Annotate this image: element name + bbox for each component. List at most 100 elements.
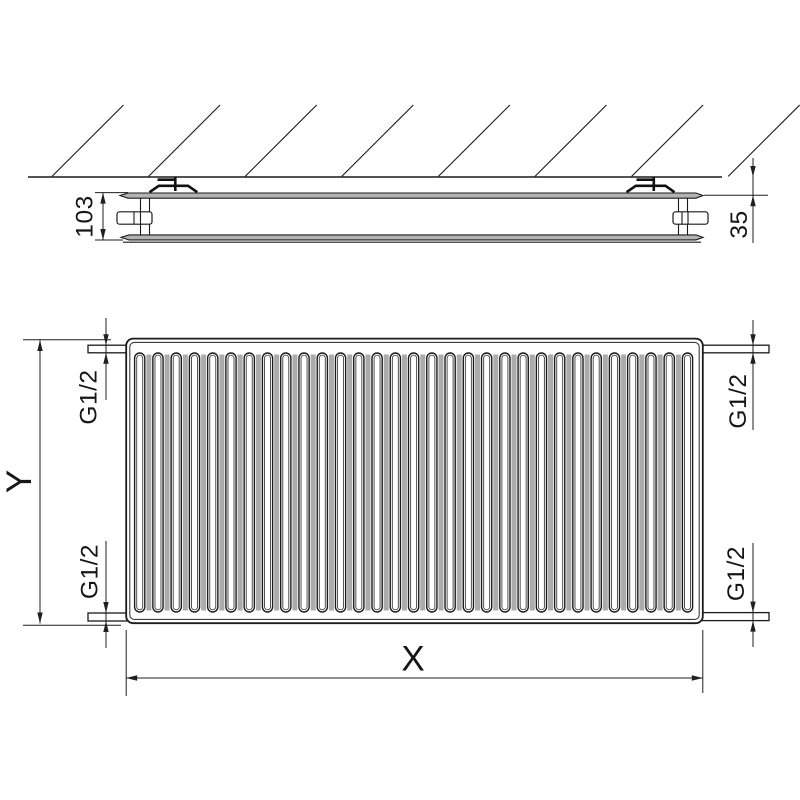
arrow-left bbox=[126, 675, 138, 681]
rib-inner-line bbox=[483, 354, 491, 611]
rib-gap-shading bbox=[584, 354, 590, 611]
mounting-bracket-right bbox=[625, 177, 676, 194]
rib-gap-shading bbox=[548, 354, 554, 611]
rib bbox=[389, 352, 402, 613]
rib-inner-line bbox=[665, 354, 673, 611]
arrow-right bbox=[691, 675, 703, 681]
rib bbox=[133, 352, 146, 613]
rib-inner-line bbox=[318, 354, 326, 611]
rib-inner-line bbox=[501, 354, 509, 611]
rib-inner-line bbox=[172, 354, 180, 611]
arrow-down bbox=[750, 166, 756, 177]
rib-inner-line bbox=[610, 354, 618, 611]
dimension-connection-top-right: G1/2 bbox=[725, 320, 756, 430]
rib-inner-line bbox=[556, 354, 564, 611]
rib bbox=[681, 352, 694, 613]
rib bbox=[553, 352, 566, 613]
rib-inner-line bbox=[300, 354, 308, 611]
hatch-line bbox=[51, 104, 124, 177]
connection-label-top-right: G1/2 bbox=[725, 373, 752, 428]
rib bbox=[572, 352, 584, 613]
rib-gap-shading bbox=[164, 354, 170, 611]
rib bbox=[371, 352, 383, 613]
rib-gap-shading bbox=[493, 354, 499, 611]
arrow-up bbox=[37, 340, 43, 351]
rib-gap-shading bbox=[182, 354, 188, 611]
rib bbox=[188, 352, 201, 613]
connection-boss-right bbox=[672, 211, 709, 225]
front-view: Y X G1/2 G1/2 bbox=[0, 318, 770, 696]
rib-inner-line bbox=[428, 354, 436, 611]
rib-gap-shading bbox=[566, 354, 572, 611]
rib-gap-shading bbox=[511, 354, 517, 611]
dimension-depth: 103 bbox=[72, 192, 128, 241]
rib-inner-line bbox=[191, 354, 198, 611]
rib bbox=[152, 352, 164, 613]
dimension-connection-top-left: G1/2 bbox=[76, 318, 109, 425]
hatch-line bbox=[148, 104, 221, 177]
rib-inner-line bbox=[391, 354, 399, 611]
dimension-connection-bottom-left: G1/2 bbox=[77, 541, 109, 648]
rib-gap-shading bbox=[365, 354, 371, 611]
arrow-up bbox=[100, 192, 106, 204]
rib-gap-shading bbox=[255, 354, 261, 611]
arrow-down bbox=[100, 229, 106, 240]
rib bbox=[298, 352, 310, 613]
dimension-height: Y bbox=[0, 339, 121, 626]
rib bbox=[243, 352, 256, 613]
rib-inner-line bbox=[227, 354, 235, 611]
rib-inner-line bbox=[647, 354, 655, 611]
rib bbox=[535, 352, 548, 613]
connection-stub-bottom-left bbox=[87, 612, 131, 622]
rib-gap-shading bbox=[621, 354, 627, 611]
rib-gap-shading bbox=[328, 354, 334, 611]
rib-inner-line bbox=[574, 354, 582, 611]
front-body-inner-line bbox=[129, 341, 700, 620]
rib bbox=[170, 352, 183, 613]
depth-dimension-label: 103 bbox=[72, 195, 99, 237]
rib-inner-line bbox=[245, 354, 253, 611]
rib-inner-line bbox=[373, 354, 381, 611]
connection-label-bottom-right: G1/2 bbox=[723, 546, 750, 601]
rib bbox=[407, 352, 420, 613]
rib-gap-shading bbox=[219, 354, 225, 611]
rib bbox=[334, 352, 347, 613]
back-panel-band bbox=[118, 192, 705, 199]
rib bbox=[279, 352, 292, 613]
rib bbox=[499, 352, 511, 613]
rib bbox=[426, 352, 438, 613]
rib bbox=[645, 352, 657, 613]
hatch-line bbox=[631, 104, 704, 177]
rib bbox=[626, 352, 639, 613]
rib-gap-shading bbox=[657, 354, 663, 611]
rib bbox=[353, 352, 365, 613]
mounting-bracket-left bbox=[148, 177, 199, 194]
rib-inner-line bbox=[209, 354, 217, 611]
rib-inner-line bbox=[264, 354, 271, 611]
rib-gap-shading bbox=[146, 354, 152, 611]
rib bbox=[480, 352, 493, 613]
connection-label-bottom-left: G1/2 bbox=[77, 544, 104, 599]
dimension-width: X bbox=[125, 630, 704, 696]
rib bbox=[462, 352, 475, 613]
rib bbox=[590, 352, 602, 613]
radiator-front-body bbox=[125, 337, 704, 625]
rib-gap-shading bbox=[475, 354, 481, 611]
arrow-up bbox=[750, 195, 756, 207]
rib-gap-shading bbox=[602, 354, 608, 611]
rib-gap-shading bbox=[438, 354, 444, 611]
rib-inner-line bbox=[519, 354, 527, 611]
rib-gap-shading bbox=[201, 354, 207, 611]
rib-gap-shading bbox=[529, 354, 535, 611]
wall bbox=[28, 104, 800, 178]
front-panel-band bbox=[119, 234, 705, 241]
arrow-down bbox=[37, 612, 43, 624]
connection-stub-bottom-right bbox=[698, 611, 770, 622]
hatch-line bbox=[438, 104, 511, 177]
rib-inner-line bbox=[629, 354, 637, 611]
rib-gap-shading bbox=[639, 354, 645, 611]
dimension-connection-bottom-right: G1/2 bbox=[723, 543, 756, 647]
rib bbox=[225, 352, 237, 613]
